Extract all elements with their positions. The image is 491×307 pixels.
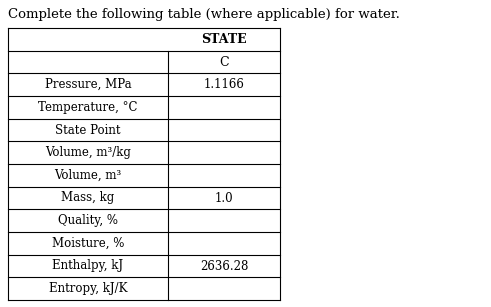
Text: Enthalpy, kJ: Enthalpy, kJ bbox=[53, 259, 124, 273]
Text: State Point: State Point bbox=[55, 123, 121, 137]
Text: Pressure, MPa: Pressure, MPa bbox=[45, 78, 131, 91]
Text: Volume, m³/kg: Volume, m³/kg bbox=[45, 146, 131, 159]
Text: 2636.28: 2636.28 bbox=[200, 259, 248, 273]
Text: Moisture, %: Moisture, % bbox=[52, 237, 124, 250]
Text: Complete the following table (where applicable) for water.: Complete the following table (where appl… bbox=[8, 8, 400, 21]
Text: C: C bbox=[219, 56, 229, 68]
Text: Quality, %: Quality, % bbox=[58, 214, 118, 227]
Text: Mass, kg: Mass, kg bbox=[61, 192, 114, 204]
Text: 1.0: 1.0 bbox=[215, 192, 233, 204]
Text: 1.1166: 1.1166 bbox=[204, 78, 245, 91]
Text: Temperature, °C: Temperature, °C bbox=[38, 101, 138, 114]
Text: STATE: STATE bbox=[201, 33, 247, 46]
Text: Volume, m³: Volume, m³ bbox=[55, 169, 122, 182]
Text: Entropy, kJ/K: Entropy, kJ/K bbox=[49, 282, 127, 295]
